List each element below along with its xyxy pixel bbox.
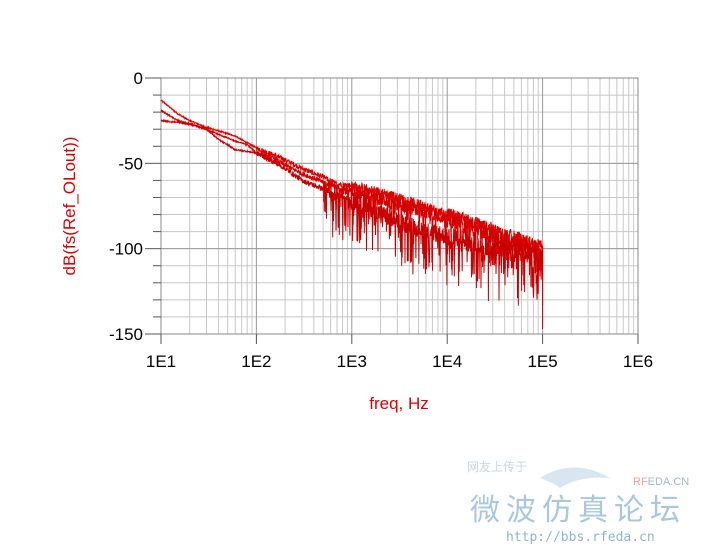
watermark-tagline: 网友上传于 (467, 459, 527, 474)
x-axis-label: freq, Hz (369, 394, 429, 413)
y-tick-label: 0 (134, 69, 143, 88)
x-tick-label: 1E4 (432, 352, 462, 371)
watermark-brand: RFEDA.CN (633, 476, 689, 488)
y-tick-label: -150 (109, 325, 143, 344)
watermark-url: http://bbs.rfeda.cn (506, 530, 655, 545)
watermark-brand-suffix: EDA.CN (648, 476, 690, 488)
y-axis-label: dB(fs(Ref_OLout)) (60, 137, 79, 276)
bird-logo-icon (540, 467, 610, 488)
watermark: 网友上传于 RFEDA.CN 微波仿真论坛 http://bbs.rfeda.c… (467, 459, 689, 545)
y-tick-label: -50 (118, 154, 143, 173)
x-tick-label: 1E1 (146, 352, 176, 371)
x-tick-label: 1E2 (241, 352, 271, 371)
series-line (160, 108, 544, 305)
y-tick-label: -100 (109, 240, 143, 259)
watermark-brand-prefix: RF (633, 476, 648, 488)
x-tick-label: 1E3 (337, 352, 367, 371)
series-line (160, 118, 544, 329)
series-lines (160, 99, 544, 329)
axis-ticks (145, 77, 639, 344)
plot-frame (160, 77, 639, 335)
x-tick-label: 1E6 (623, 352, 653, 371)
tick-labels: 1E1 1E2 1E3 1E4 1E5 1E6 0 -50 -100 -150 (109, 69, 653, 371)
watermark-forum-name: 微波仿真论坛 (470, 493, 686, 528)
x-tick-label: 1E5 (527, 352, 557, 371)
